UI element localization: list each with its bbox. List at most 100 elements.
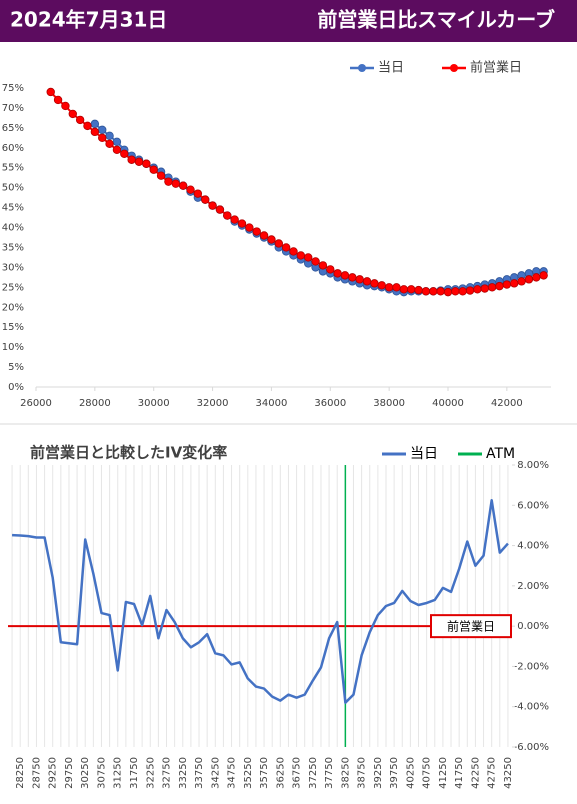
x-tick-label: 26000 bbox=[20, 398, 52, 409]
x-tick-label: 43250 bbox=[503, 757, 514, 789]
point bbox=[355, 275, 364, 284]
y-tick-label: 70% bbox=[2, 103, 24, 114]
header-date: 2024年7月31日 bbox=[10, 8, 167, 32]
y2-tick-label: 8.00% bbox=[517, 460, 549, 471]
y-tick-label: 45% bbox=[2, 203, 24, 214]
x-tick-label: 28250 bbox=[15, 757, 26, 789]
x-tick-label: 29750 bbox=[64, 757, 75, 789]
point bbox=[215, 205, 225, 214]
y-tick-label: 55% bbox=[2, 163, 24, 174]
point bbox=[112, 145, 122, 154]
y2-tick-label: 4.00% bbox=[517, 541, 549, 552]
y-tick-label: 75% bbox=[2, 83, 24, 94]
point bbox=[105, 139, 114, 149]
point bbox=[399, 285, 409, 294]
x-tick-label: 37250 bbox=[308, 757, 319, 789]
header-title: 前営業日比スマイルカーブ bbox=[317, 8, 555, 32]
point bbox=[480, 284, 489, 293]
point bbox=[465, 286, 475, 295]
point bbox=[75, 115, 85, 125]
point bbox=[281, 243, 291, 252]
point bbox=[127, 155, 136, 164]
x-tick-label: 36750 bbox=[292, 757, 303, 789]
x-tick-label: 31750 bbox=[129, 757, 140, 789]
x-tick-label: 40750 bbox=[422, 757, 433, 789]
x-tick-label: 36250 bbox=[275, 757, 286, 789]
point bbox=[443, 287, 453, 297]
point bbox=[340, 271, 350, 280]
point bbox=[414, 285, 423, 295]
point bbox=[362, 277, 372, 286]
point bbox=[370, 279, 379, 288]
y2-tick-label: -4.00% bbox=[514, 702, 549, 713]
x-tick-label: 28000 bbox=[79, 398, 111, 409]
point bbox=[252, 227, 261, 236]
x-tick-label: 32000 bbox=[197, 398, 229, 409]
point bbox=[304, 253, 313, 262]
point bbox=[510, 279, 519, 288]
y-tick-label: 15% bbox=[2, 322, 24, 333]
x-tick-label: 40000 bbox=[432, 398, 464, 409]
point bbox=[90, 127, 100, 137]
point bbox=[98, 133, 107, 143]
series-line bbox=[12, 499, 509, 704]
point bbox=[237, 219, 247, 228]
point bbox=[289, 247, 298, 256]
legend-marker bbox=[358, 64, 366, 72]
point bbox=[186, 185, 195, 194]
x-tick-label: 35250 bbox=[243, 757, 254, 789]
series-line bbox=[49, 91, 544, 294]
point bbox=[208, 201, 217, 210]
x-tick-label: 36000 bbox=[314, 398, 346, 409]
point bbox=[407, 285, 416, 294]
y-tick-label: 0% bbox=[8, 382, 24, 393]
chart-title: 前営業日と比較したIV変化率 bbox=[30, 444, 227, 462]
x-tick-label: 41250 bbox=[438, 757, 449, 789]
point bbox=[171, 179, 180, 188]
x-tick-label: 42250 bbox=[470, 757, 481, 789]
x-tick-label: 38250 bbox=[340, 757, 351, 789]
point bbox=[223, 211, 232, 220]
x-tick-label: 38750 bbox=[357, 757, 368, 789]
point bbox=[201, 195, 210, 204]
point bbox=[83, 121, 92, 131]
point bbox=[245, 223, 254, 232]
x-tick-label: 34250 bbox=[210, 757, 221, 789]
x-tick-label: 33250 bbox=[178, 757, 189, 789]
y2-tick-label: -6.00% bbox=[514, 742, 549, 753]
x-tick-label: 30750 bbox=[96, 757, 107, 789]
point bbox=[421, 287, 431, 296]
point bbox=[296, 251, 306, 260]
y-tick-label: 50% bbox=[2, 183, 24, 194]
point bbox=[436, 287, 445, 296]
point bbox=[156, 171, 166, 180]
point bbox=[348, 273, 357, 282]
x-tick-label: 33750 bbox=[194, 757, 205, 789]
reference-box bbox=[430, 614, 512, 639]
legend-label: ATM bbox=[486, 446, 515, 462]
y2-tick-label: 0.00% bbox=[517, 621, 549, 632]
x-tick-label: 29250 bbox=[48, 757, 59, 789]
y-tick-label: 65% bbox=[2, 123, 24, 134]
point bbox=[487, 283, 497, 292]
point bbox=[274, 239, 283, 248]
y-tick-label: 60% bbox=[2, 143, 24, 154]
point bbox=[384, 283, 394, 292]
x-tick-label: 39250 bbox=[373, 757, 384, 789]
y-tick-label: 35% bbox=[2, 242, 24, 253]
point bbox=[98, 125, 107, 135]
point bbox=[120, 149, 129, 158]
point bbox=[333, 269, 342, 278]
point bbox=[193, 189, 203, 198]
point bbox=[142, 159, 151, 168]
y2-tick-label: 2.00% bbox=[517, 581, 549, 592]
x-tick-label: 34000 bbox=[256, 398, 288, 409]
point bbox=[495, 281, 504, 291]
x-tick-label: 42000 bbox=[491, 398, 523, 409]
x-tick-label: 39750 bbox=[389, 757, 400, 789]
y-tick-label: 10% bbox=[2, 342, 24, 353]
y-tick-label: 30% bbox=[2, 262, 24, 273]
point bbox=[524, 275, 534, 284]
point bbox=[458, 287, 467, 296]
